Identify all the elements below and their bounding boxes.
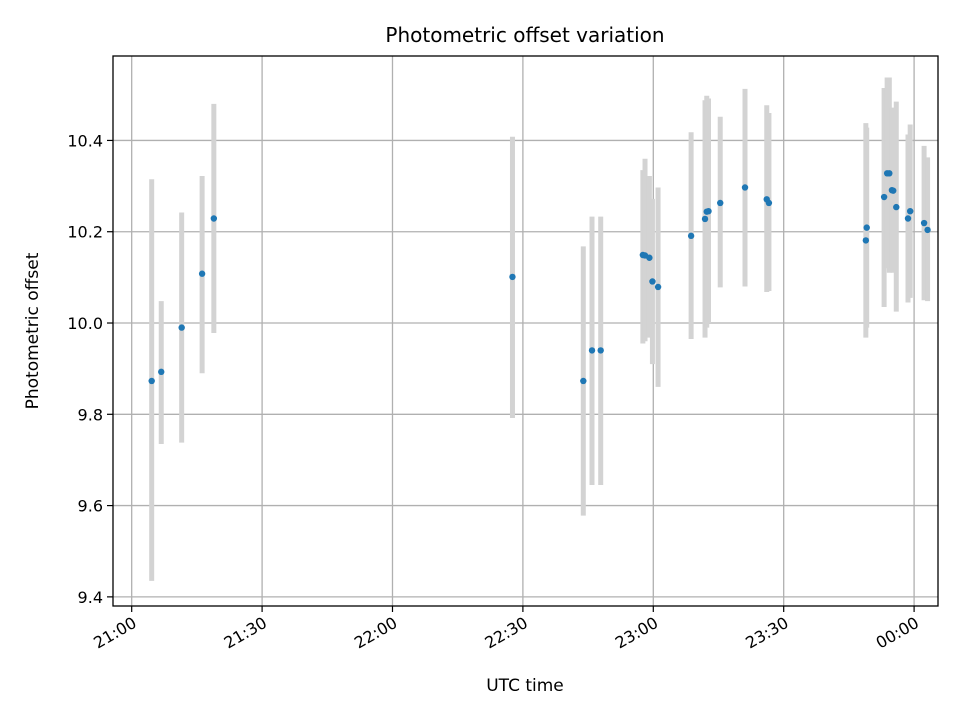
x-axis-label: UTC time xyxy=(486,676,564,696)
data-point[interactable] xyxy=(924,226,931,234)
data-point[interactable] xyxy=(717,199,724,207)
y-tick-label: 10.2 xyxy=(67,223,103,242)
data-point[interactable] xyxy=(158,368,165,376)
chart-title: Photometric offset variation xyxy=(385,23,664,47)
data-point[interactable] xyxy=(687,232,695,240)
point-layer xyxy=(148,170,931,385)
data-point[interactable] xyxy=(597,347,604,354)
data-point[interactable] xyxy=(588,347,596,354)
data-point[interactable] xyxy=(649,278,656,285)
data-point[interactable] xyxy=(886,170,893,177)
y-tick-label: 9.4 xyxy=(78,588,103,607)
data-point[interactable] xyxy=(765,199,773,207)
data-point[interactable] xyxy=(863,224,870,231)
data-point[interactable] xyxy=(654,283,662,291)
data-point[interactable] xyxy=(880,193,888,201)
data-point[interactable] xyxy=(862,237,870,244)
data-point[interactable] xyxy=(646,254,653,261)
data-point[interactable] xyxy=(906,207,914,215)
data-point[interactable] xyxy=(904,215,912,222)
data-point[interactable] xyxy=(705,207,712,215)
data-point[interactable] xyxy=(893,203,900,211)
y-tick-label: 9.8 xyxy=(78,405,103,424)
y-tick-label: 10.0 xyxy=(67,314,103,333)
data-point[interactable] xyxy=(198,270,206,277)
data-point[interactable] xyxy=(741,184,749,191)
y-tick-label: 10.4 xyxy=(67,131,103,150)
data-point[interactable] xyxy=(210,215,218,222)
y-tick-label: 9.6 xyxy=(78,497,103,516)
data-point[interactable] xyxy=(890,187,897,194)
data-point[interactable] xyxy=(580,377,587,385)
data-point[interactable] xyxy=(701,215,709,223)
data-point[interactable] xyxy=(920,219,928,227)
plot-frame xyxy=(112,55,939,607)
data-point[interactable] xyxy=(178,324,185,331)
data-point[interactable] xyxy=(148,377,155,385)
y-axis-label: Photometric offset xyxy=(23,252,43,409)
data-point[interactable] xyxy=(509,273,516,281)
